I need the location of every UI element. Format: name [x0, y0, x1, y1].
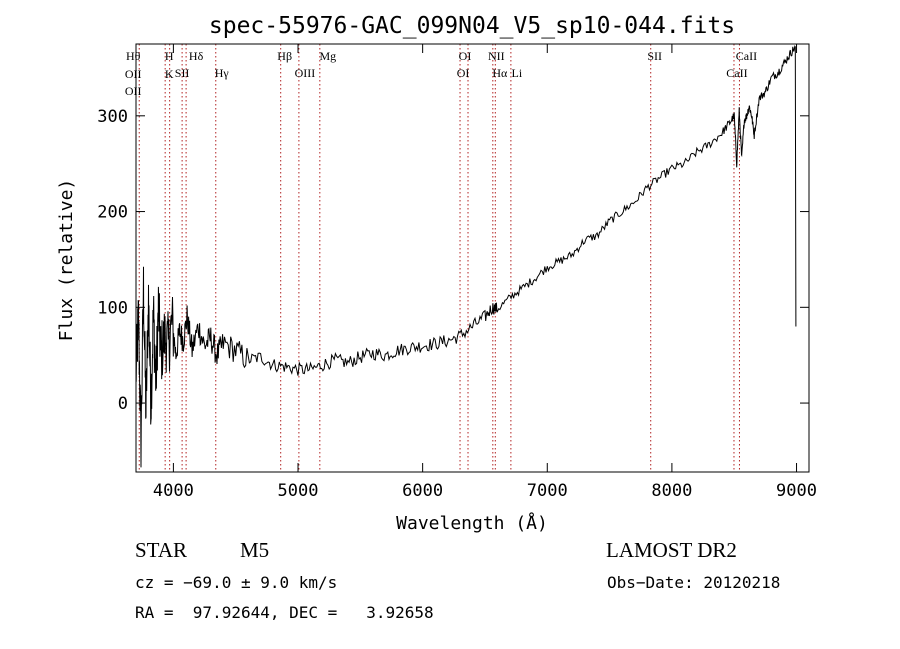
- observation-date: Obs−Date: 20120218: [607, 573, 781, 592]
- spectral-line-label: Hδ: [189, 49, 204, 63]
- x-tick-label: 9000: [776, 481, 817, 501]
- spectral-line-label: Hγ: [215, 66, 230, 80]
- y-tick-label: 100: [97, 298, 128, 318]
- x-tick-label: 6000: [402, 481, 443, 501]
- spectral-line-label: OI: [459, 49, 472, 63]
- spectral-line-label: OI: [457, 66, 470, 80]
- spectral-line-label: Hα: [492, 66, 508, 80]
- spectral-line-label: OIII: [295, 66, 316, 80]
- x-tick-label: 5000: [278, 481, 319, 501]
- x-axis: 4000 5000 6000 7000 8000 9000: [153, 44, 817, 501]
- spectral-line-label: K: [165, 67, 174, 81]
- y-tick-label: 300: [97, 107, 128, 127]
- chart-title: spec-55976-GAC_099N04_V5_sp10-044.fits: [209, 13, 735, 39]
- spectral-line-label: CaII: [726, 66, 747, 80]
- y-axis-label: Flux (relative): [56, 179, 77, 342]
- spectral-line-label: CaII: [736, 49, 757, 63]
- y-axis: 0 100 200 300: [97, 107, 809, 414]
- x-tick-label: 7000: [527, 481, 568, 501]
- object-subclass: M5: [240, 538, 270, 562]
- y-tick-label: 200: [97, 203, 128, 223]
- spectral-line-label: H: [165, 49, 174, 63]
- coordinates: RA = 97.92644, DEC = 3.92658: [135, 603, 434, 622]
- spectrum-line: [135, 45, 797, 468]
- x-tick-label: 4000: [153, 481, 194, 501]
- spectral-line-label: OII: [125, 67, 142, 81]
- spectral-line-label: Mg: [319, 49, 336, 63]
- survey-release: LAMOST DR2: [606, 538, 737, 562]
- x-axis-label: Wavelength (Å): [396, 512, 548, 534]
- redshift-velocity: cz = −69.0 ± 9.0 km/s: [135, 573, 338, 592]
- spectral-line-label: SII: [175, 66, 190, 80]
- spectral-line-label: Hβ: [277, 49, 292, 63]
- spectral-line-label: Hθ: [126, 49, 141, 63]
- spectral-line-label: NII: [488, 49, 505, 63]
- line-marker-group: [138, 44, 740, 472]
- x-tick-label: 8000: [651, 481, 692, 501]
- plot-frame: [135, 43, 810, 473]
- y-tick-label: 0: [118, 394, 128, 414]
- spectral-line-label: OII: [125, 84, 142, 98]
- spectral-line-label: Li: [512, 66, 523, 80]
- object-type: STAR: [135, 538, 187, 562]
- spectral-line-label: SII: [647, 49, 662, 63]
